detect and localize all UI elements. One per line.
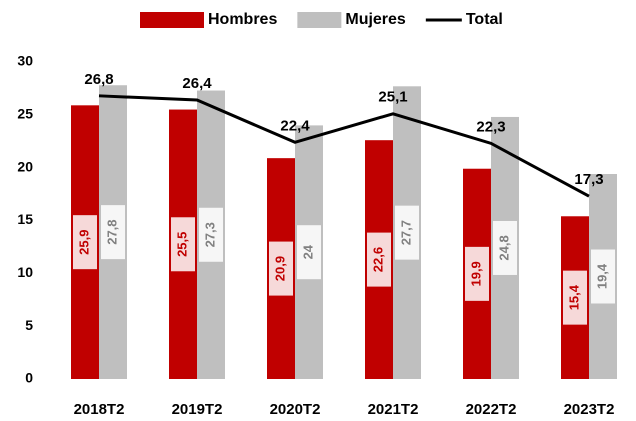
label-box <box>465 246 489 301</box>
legend-label: Mujeres <box>345 11 406 28</box>
label-box <box>171 217 195 272</box>
label-box <box>101 205 125 260</box>
label-box <box>367 232 391 287</box>
label-box <box>395 205 419 260</box>
y-tick-label: 20 <box>17 158 33 174</box>
label-box <box>563 270 587 325</box>
data-label: 26,4 <box>182 75 212 92</box>
label-box <box>591 249 615 304</box>
y-tick-label: 25 <box>17 106 33 122</box>
data-label: 17,3 <box>574 171 603 188</box>
y-tick-label: 5 <box>25 317 33 333</box>
label-box <box>269 241 293 296</box>
data-label: 26,8 <box>84 71 113 88</box>
data-label: 27,7 <box>398 220 413 245</box>
y-tick-label: 30 <box>17 53 33 69</box>
y-tick-label: 0 <box>25 370 33 386</box>
x-tick-label: 2020T2 <box>270 401 321 418</box>
data-label: 25,5 <box>174 232 189 257</box>
data-label: 27,8 <box>104 219 119 244</box>
legend-swatch <box>297 12 342 28</box>
line <box>98 94 590 198</box>
label-box <box>73 215 97 270</box>
data-label: 15,4 <box>566 284 581 310</box>
data-label: 22,6 <box>370 247 385 272</box>
data-label: 24,8 <box>496 235 511 260</box>
data-label: 19,9 <box>468 261 483 286</box>
legend-swatch <box>140 12 204 28</box>
data-label: 19,4 <box>594 263 609 289</box>
legend-label: Total <box>466 11 503 28</box>
x-tick-label: 2019T2 <box>172 401 223 418</box>
data-label: 22,4 <box>280 117 310 134</box>
x-tick-label: 2023T2 <box>564 401 615 418</box>
legend-label: Hombres <box>208 11 277 28</box>
data-label: 24 <box>300 244 315 259</box>
data-label: 20,9 <box>272 256 287 281</box>
label-box <box>297 225 321 280</box>
label-box <box>493 220 517 275</box>
label-box <box>199 207 223 262</box>
data-label: 22,3 <box>476 118 505 135</box>
x-tick-label: 2018T2 <box>74 401 125 418</box>
y-tick-label: 15 <box>17 211 33 227</box>
x-tick-label: 2022T2 <box>466 401 517 418</box>
y-tick-label: 10 <box>17 264 33 280</box>
data-label: 27,3 <box>202 222 217 247</box>
data-label: 25,1 <box>378 89 407 106</box>
data-label: 25,9 <box>76 230 91 255</box>
x-tick-label: 2021T2 <box>368 401 419 418</box>
